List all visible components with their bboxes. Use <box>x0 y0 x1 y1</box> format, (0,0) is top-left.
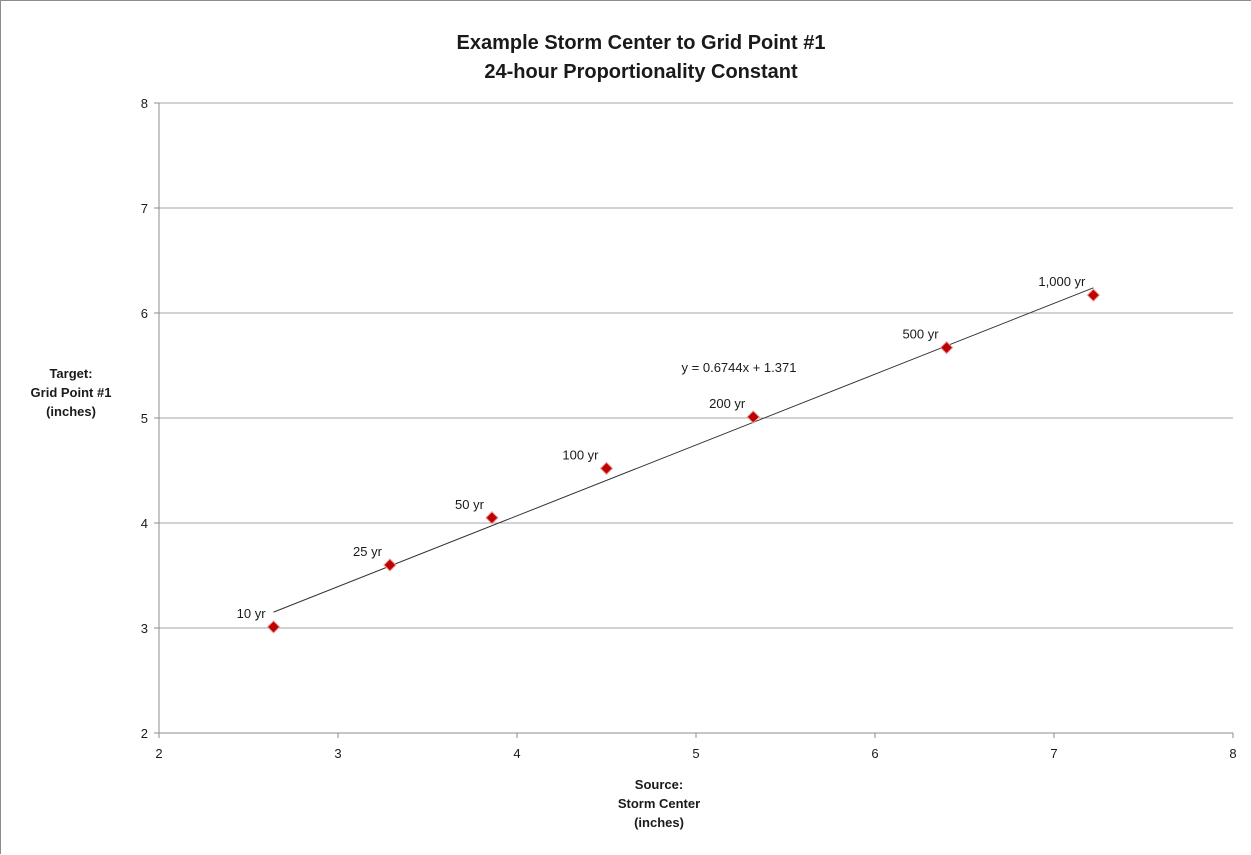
x-tick-label-3: 5 <box>692 746 699 761</box>
x-tick-label-0: 2 <box>155 746 162 761</box>
y-tick-label-6: 8 <box>141 96 148 111</box>
data-point-2 <box>485 511 499 525</box>
y-tick-label-2: 4 <box>141 516 148 531</box>
data-labels: 10 yr 25 yr 50 yr 100 yr 200 yr 500 yr 1,000 y… <box>237 274 1086 621</box>
y-axis-label-line-3: (inches) <box>46 404 96 419</box>
x-axis-label-line-2: Storm Center <box>618 796 700 811</box>
y-axis-label-line-1: Target: <box>49 366 92 381</box>
data-point-1 <box>383 558 397 572</box>
data-label-5: 500 yr <box>902 327 939 342</box>
trendline <box>273 287 1094 613</box>
data-label-6: 1,000 yr <box>1038 274 1086 289</box>
y-tick-label-1: 3 <box>141 621 148 636</box>
data-label-3: 100 yr <box>562 447 599 462</box>
x-tick-label-6: 8 <box>1229 746 1236 761</box>
x-axis-label-line-1: Source: <box>635 777 683 792</box>
x-tick-label-5: 7 <box>1050 746 1057 761</box>
data-point-3 <box>599 461 614 476</box>
trendline-equation: y = 0.6744x + 1.371 <box>682 360 797 375</box>
chart-title-line-2: 24-hour Proportionality Constant <box>484 61 798 83</box>
y-tick-label-5: 7 <box>141 201 148 216</box>
data-label-2: 50 yr <box>455 497 485 512</box>
tick-labels: 2 3 4 5 6 7 8 2 3 4 5 6 7 8 <box>141 96 1237 761</box>
data-points <box>266 288 1101 634</box>
y-tick-label-4: 6 <box>141 306 148 321</box>
y-axis-label-line-2: Grid Point #1 <box>31 385 112 400</box>
x-tick-label-2: 4 <box>513 746 520 761</box>
x-tick-label-1: 3 <box>334 746 341 761</box>
data-point-6 <box>1086 288 1101 302</box>
axes <box>154 102 1234 738</box>
data-point-0 <box>266 620 281 634</box>
data-label-0: 10 yr <box>237 606 267 621</box>
trendline-group <box>273 287 1094 613</box>
y-tick-label-0: 2 <box>141 726 148 741</box>
data-label-1: 25 yr <box>353 544 383 559</box>
x-tick-label-4: 6 <box>871 746 878 761</box>
data-point-4 <box>746 410 760 424</box>
y-tick-label-3: 5 <box>141 411 148 426</box>
gridlines <box>159 102 1233 629</box>
x-axis-label-line-3: (inches) <box>634 815 684 830</box>
chart-title-line-1: Example Storm Center to Grid Point #1 <box>457 32 826 54</box>
data-label-4: 200 yr <box>709 396 746 411</box>
data-point-5 <box>939 340 954 355</box>
